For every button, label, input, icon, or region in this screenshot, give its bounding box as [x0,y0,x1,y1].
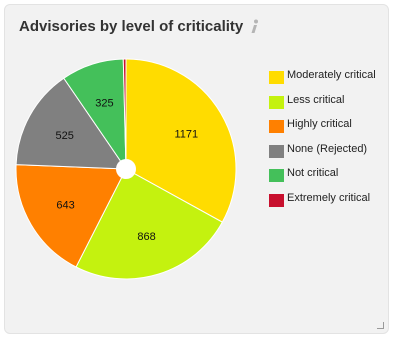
data-label-none-rejected: 525 [56,130,74,142]
pie-slice-moderately-critical[interactable] [125,58,237,223]
widget-header: Advisories by level of criticality [19,18,260,35]
legend-label: Moderately critical [287,69,376,81]
pie-slice-extremely-critical[interactable] [122,58,127,170]
data-label-moderately-critical: 1171 [174,128,198,140]
chart-legend: Moderately critical Less critical Highly c… [269,67,387,214]
data-label-not-critical: 325 [95,97,113,109]
info-icon[interactable] [248,19,260,35]
pie-slice-highly-critical[interactable] [15,164,127,268]
legend-swatch [269,120,284,133]
legend-item-highly-critical[interactable]: Highly critical [269,116,387,141]
pie-chart: 1171 868 643 525 325 [15,58,237,280]
chart-widget: Advisories by level of criticality 1171 8… [4,4,389,334]
legend-swatch [269,169,284,182]
legend-label: Highly critical [287,118,352,130]
data-label-highly-critical: 643 [56,199,74,211]
pie-center-hole [116,159,136,179]
legend-label: Less critical [287,93,345,106]
widget-title: Advisories by level of criticality [19,18,244,35]
legend-item-less-critical[interactable]: Less critical [269,92,387,117]
resize-handle[interactable] [377,322,384,329]
legend-swatch [269,95,284,109]
pie-slice-none-rejected[interactable] [15,77,127,170]
legend-label: None (Rejected) [287,142,368,155]
legend-swatch [269,71,284,84]
data-label-less-critical: 868 [137,231,155,243]
pie-slice-less-critical[interactable] [75,168,223,280]
legend-swatch [269,193,284,207]
legend-label: Extremely critical [287,191,371,204]
legend-swatch [269,144,284,158]
legend-item-none-rejected[interactable]: None (Rejected) [269,141,387,166]
legend-label: Not critical [287,167,339,179]
legend-item-moderately-critical[interactable]: Moderately critical [269,67,387,92]
legend-item-extremely-critical[interactable]: Extremely critical [269,190,387,215]
legend-item-not-critical[interactable]: Not critical [269,165,387,190]
